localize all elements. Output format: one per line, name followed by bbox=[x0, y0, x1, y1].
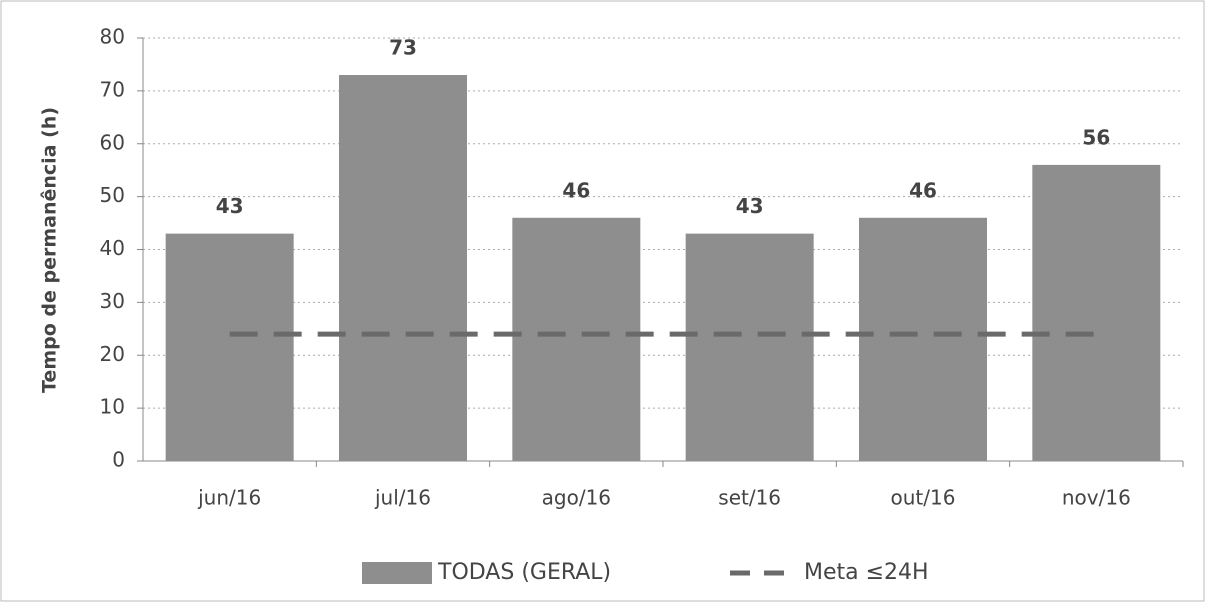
y-axis-label: Tempo de permanência (h) bbox=[39, 107, 61, 393]
x-tick-label: ago/16 bbox=[542, 486, 611, 510]
legend-label: TODAS (GERAL) bbox=[437, 560, 611, 585]
y-tick-label: 80 bbox=[100, 25, 125, 49]
data-label: 56 bbox=[1082, 125, 1110, 149]
y-tick-label: 50 bbox=[100, 183, 125, 207]
y-tick-label: 60 bbox=[100, 130, 125, 154]
bar bbox=[339, 75, 467, 461]
x-tick-label: out/16 bbox=[891, 486, 956, 510]
bar bbox=[512, 217, 641, 461]
legend-label: Meta ≤24H bbox=[804, 560, 929, 585]
y-tick-label: 70 bbox=[100, 77, 125, 101]
y-tick-label: 30 bbox=[100, 289, 125, 313]
y-tick-label: 40 bbox=[100, 236, 125, 260]
x-tick-label: jun/16 bbox=[197, 486, 261, 510]
y-tick-label: 10 bbox=[100, 395, 125, 419]
data-label: 43 bbox=[736, 194, 764, 218]
data-label: 43 bbox=[216, 194, 244, 218]
x-tick-label: set/16 bbox=[718, 486, 781, 510]
x-tick-label: nov/16 bbox=[1062, 486, 1131, 510]
bar bbox=[1032, 164, 1161, 461]
bar bbox=[685, 233, 814, 461]
y-tick-label: 0 bbox=[112, 448, 125, 472]
bar bbox=[859, 217, 987, 461]
legend-swatch bbox=[362, 562, 432, 584]
bar bbox=[165, 233, 294, 461]
data-label: 46 bbox=[909, 178, 937, 202]
y-tick-label: 20 bbox=[100, 342, 125, 366]
data-label: 46 bbox=[562, 178, 590, 202]
data-label: 73 bbox=[389, 36, 417, 60]
x-tick-label: jul/16 bbox=[374, 486, 431, 510]
